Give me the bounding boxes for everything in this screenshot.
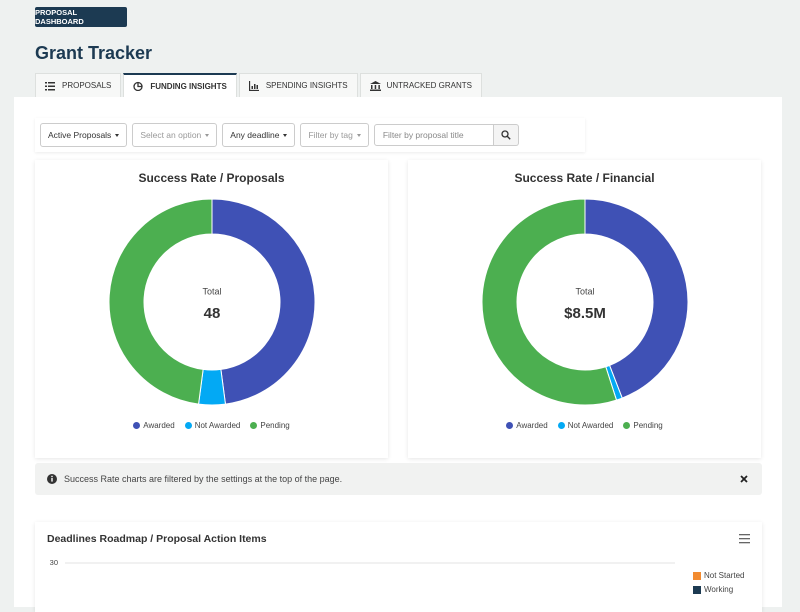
legend-item[interactable]: Pending xyxy=(623,421,663,430)
legend-item[interactable]: Awarded xyxy=(506,421,548,430)
legend-swatch xyxy=(184,422,192,429)
search-icon xyxy=(501,130,511,140)
bar-chart: 30 Not Started Working xyxy=(50,558,745,594)
center-label: Total xyxy=(575,286,594,296)
legend-swatch xyxy=(557,422,565,429)
chart-title: Success Rate / Proposals xyxy=(138,171,285,185)
donut-chart: Total 48 xyxy=(108,198,316,406)
donut-slice xyxy=(211,198,316,405)
menu-button[interactable] xyxy=(739,534,751,544)
legend: Awarded Not Awarded Pending xyxy=(35,421,388,430)
chart-card: Success Rate / Proposals Total 48 Awarded No… xyxy=(35,160,388,458)
tab-label: FUNDING INSIGHTS xyxy=(150,81,227,91)
legend-item[interactable]: Not Awarded xyxy=(184,421,241,430)
legend-swatch xyxy=(693,572,701,580)
legend-label: Pending xyxy=(633,421,663,430)
tab-label: UNTRACKED GRANTS xyxy=(386,81,472,90)
filter-dropdown[interactable]: Any deadline xyxy=(222,123,296,147)
legend-item[interactable]: Not Awarded xyxy=(557,421,614,430)
tab[interactable]: UNTRACKED GRANTS xyxy=(359,73,482,97)
search-box: Filter by proposal title xyxy=(373,124,519,146)
legend-swatch xyxy=(623,422,631,429)
center-total: $8.5M xyxy=(564,305,606,322)
chart-card: Deadlines Roadmap / Proposal Action Item… xyxy=(35,522,762,612)
dashboard-badge[interactable]: PROPOSAL DASHBOARD xyxy=(35,7,127,27)
legend-swatch xyxy=(506,422,514,429)
legend-swatch xyxy=(250,422,258,429)
chart-title: Deadlines Roadmap / Proposal Action Item… xyxy=(47,533,267,545)
tab-bar: PROPOSALS FUNDING INSIGHTS SPENDING INSIGH… xyxy=(35,73,484,97)
legend: Awarded Not Awarded Pending xyxy=(408,421,761,430)
legend-label: Pending xyxy=(260,421,290,430)
donut-slice xyxy=(584,198,689,399)
filter-dropdown[interactable]: Active Proposals xyxy=(40,123,128,147)
legend-label: Not Awarded xyxy=(567,421,614,430)
search-input[interactable]: Filter by proposal title xyxy=(373,124,494,146)
legend-swatch xyxy=(693,586,701,594)
legend-label: Not Started xyxy=(704,571,744,580)
close-button[interactable] xyxy=(739,474,749,484)
donut-slice xyxy=(108,198,213,405)
search-button[interactable] xyxy=(493,124,519,146)
page-title: Grant Tracker xyxy=(35,43,153,63)
center-total: 48 xyxy=(204,305,221,322)
tab-label: SPENDING INSIGHTS xyxy=(265,81,348,90)
legend-item[interactable]: Awarded xyxy=(133,421,175,430)
legend-label: Awarded xyxy=(516,421,548,430)
tab-icon xyxy=(45,81,55,90)
legend-item[interactable]: Pending xyxy=(250,421,290,430)
info-icon xyxy=(47,474,57,484)
tab[interactable]: FUNDING INSIGHTS xyxy=(123,73,237,97)
donut-slice xyxy=(481,198,618,406)
legend-swatch xyxy=(133,422,141,429)
center-label: Total xyxy=(202,286,221,296)
filter-dropdown[interactable]: Filter by tag xyxy=(300,123,369,147)
filter-dropdown[interactable]: Select an option xyxy=(132,123,218,147)
tab-label: PROPOSALS xyxy=(62,81,112,90)
chart-card: Success Rate / Financial Total $8.5M Awarde… xyxy=(408,160,761,458)
legend-label: Not Awarded xyxy=(194,421,241,430)
notice-banner: Success Rate charts are filtered by the … xyxy=(35,463,762,495)
tab-icon xyxy=(369,80,381,91)
tab[interactable]: SPENDING INSIGHTS xyxy=(238,73,358,97)
tab-icon xyxy=(248,80,259,91)
tab[interactable]: PROPOSALS xyxy=(35,73,122,97)
legend-label: Working xyxy=(704,585,733,594)
notice-text: Success Rate charts are filtered by the … xyxy=(64,474,343,484)
tab-icon xyxy=(133,81,144,91)
chart-title: Success Rate / Financial xyxy=(514,171,655,185)
y-tick-label: 30 xyxy=(50,558,58,567)
donut-chart: Total $8.5M xyxy=(481,198,689,406)
legend-label: Awarded xyxy=(143,421,175,430)
filter-bar: Active Proposals Select an option Any dead… xyxy=(35,118,585,152)
